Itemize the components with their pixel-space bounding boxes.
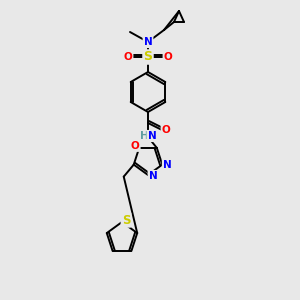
Text: N: N	[144, 37, 152, 47]
Text: N: N	[148, 171, 158, 181]
Text: O: O	[131, 141, 140, 151]
Text: O: O	[162, 125, 170, 135]
Text: S: S	[143, 50, 152, 64]
Text: S: S	[122, 214, 130, 226]
Text: O: O	[124, 52, 132, 62]
Text: N: N	[148, 131, 156, 141]
Text: H: H	[140, 131, 148, 141]
Text: O: O	[164, 52, 172, 62]
Text: N: N	[163, 160, 172, 170]
